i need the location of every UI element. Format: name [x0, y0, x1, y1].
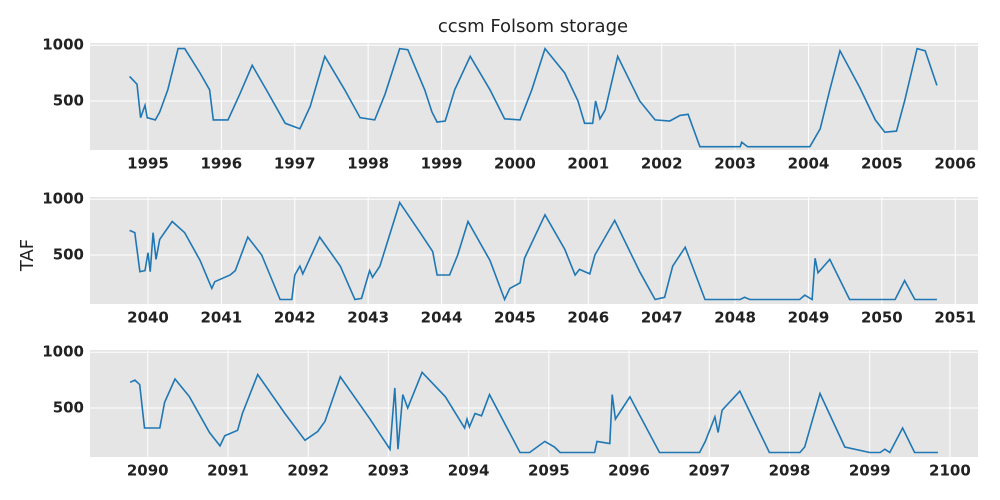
x-tick-label: 2006 — [934, 155, 976, 173]
x-tick-label: 2091 — [207, 462, 249, 480]
x-tick-label: 2047 — [641, 309, 683, 327]
x-tick-label: 1996 — [200, 155, 242, 173]
x-tick-label: 2051 — [934, 309, 976, 327]
x-tick-label: 2099 — [849, 462, 891, 480]
x-tick-label: 1995 — [127, 155, 169, 173]
x-tick-label: 1997 — [274, 155, 316, 173]
x-tick-label: 2046 — [567, 309, 609, 327]
x-tick-label: 2044 — [421, 309, 463, 327]
x-tick-label: 2050 — [861, 309, 903, 327]
x-tick-label: 2095 — [528, 462, 570, 480]
y-tick-label: 1000 — [42, 343, 84, 361]
x-tick-label: 2098 — [769, 462, 811, 480]
x-tick-label: 2043 — [347, 309, 389, 327]
x-tick-label: 2040 — [127, 309, 169, 327]
x-tick-label: 1999 — [421, 155, 463, 173]
x-tick-label: 2000 — [494, 155, 536, 173]
plot-area — [90, 350, 978, 457]
y-tick-label: 500 — [53, 91, 84, 109]
data-line — [129, 200, 937, 302]
y-axis-label: TAF — [17, 239, 38, 272]
x-tick-label: 1998 — [347, 155, 389, 173]
y-tick-label: 1000 — [42, 190, 84, 208]
y-tick-label: 500 — [53, 398, 84, 416]
x-tick-label: 2004 — [788, 155, 830, 173]
data-line — [129, 370, 938, 454]
x-tick-label: 2042 — [274, 309, 316, 327]
x-tick-label: 2045 — [494, 309, 536, 327]
x-tick-label: 2003 — [714, 155, 756, 173]
plot-area — [90, 197, 978, 304]
y-tick-label: 1000 — [42, 36, 84, 54]
x-tick-label: 2094 — [448, 462, 490, 480]
x-tick-label: 2092 — [287, 462, 329, 480]
x-tick-label: 2100 — [929, 462, 971, 480]
x-tick-label: 2097 — [688, 462, 730, 480]
x-tick-label: 2048 — [714, 309, 756, 327]
y-tick-label: 500 — [53, 245, 84, 263]
x-tick-label: 2001 — [567, 155, 609, 173]
x-tick-label: 2002 — [641, 155, 683, 173]
x-tick-label: 2041 — [200, 309, 242, 327]
x-tick-label: 2093 — [368, 462, 410, 480]
x-tick-label: 2090 — [127, 462, 169, 480]
chart-title: ccsm Folsom storage — [438, 16, 628, 37]
x-tick-label: 2005 — [861, 155, 903, 173]
x-tick-label: 2096 — [608, 462, 650, 480]
data-line — [129, 46, 938, 148]
x-tick-label: 2049 — [788, 309, 830, 327]
